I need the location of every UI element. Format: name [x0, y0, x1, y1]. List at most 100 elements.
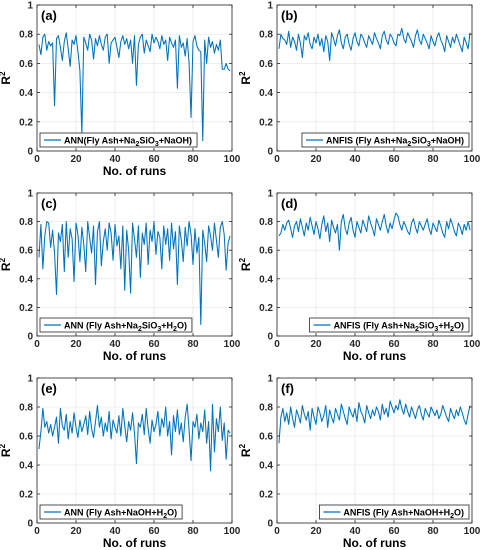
legend: ANN(Fly Ash+Na2SiO3+NaOH)	[39, 132, 198, 149]
x-tick-label: 0	[34, 339, 40, 350]
plot-area	[277, 5, 472, 151]
y-tick-label: 0.4	[259, 461, 273, 472]
y-tick-label: 0.6	[19, 432, 33, 443]
y-tick-label: 0.2	[259, 117, 273, 128]
y-tick-label: 0.8	[259, 30, 273, 41]
panel-a: 0 20 40 60 80 100 0 0.2 0.4 0.6 0.8 1 (a) R2 No. of ru…	[0, 1, 241, 179]
y-tick-label: 0.4	[259, 88, 273, 99]
legend-box	[309, 317, 470, 333]
x-tick-label: 80	[427, 339, 439, 350]
y-tick-label: 1	[267, 1, 273, 12]
y-axis-label: R2	[0, 443, 13, 457]
x-tick-label: 40	[109, 154, 121, 165]
panel-e: 0 20 40 60 80 100 0 0.2 0.4 0.6 0.8 1 (e) R2 No. of ru…	[0, 374, 241, 550]
x-tick-label: 40	[349, 526, 361, 537]
y-tick-label: 0	[27, 147, 33, 158]
legend: ANN (Fly Ash+Na2SiO3+H2O)	[39, 317, 193, 334]
x-tick-label: 0	[34, 154, 40, 165]
y-tick-label: 0.2	[259, 303, 273, 314]
legend-label: ANFIS (Fly Ash+NaOH+H2O)	[343, 508, 464, 521]
y-tick-label: 1	[27, 374, 33, 385]
y-tick-label: 0.6	[19, 59, 33, 70]
y-tick-label: 0.4	[19, 88, 33, 99]
y-axis-label: R2	[238, 257, 253, 271]
x-tick-label: 40	[109, 339, 121, 350]
x-tick-label: 60	[388, 154, 400, 165]
series-line	[38, 221, 231, 326]
axes-box	[276, 4, 473, 152]
x-axis-label: No. of runs	[343, 536, 407, 550]
y-tick-label: 0.4	[19, 461, 33, 472]
x-axis-label: No. of runs	[343, 349, 407, 363]
x-tick-label: 0	[34, 526, 40, 537]
plot-area	[277, 193, 472, 336]
panel-label: (c)	[41, 196, 57, 211]
legend-label: ANN (Fly Ash+Na2SiO3+H2O)	[64, 321, 187, 334]
y-tick-label: 0.4	[19, 274, 33, 285]
legend-box	[301, 132, 470, 148]
panel-c: 0 20 40 60 80 100 0 0.2 0.4 0.6 0.8 1 (c) R2 No. of ru…	[0, 189, 241, 364]
y-tick-label: 0.2	[19, 490, 33, 501]
panel-label: (a)	[41, 8, 57, 23]
x-tick-label: 60	[148, 339, 160, 350]
x-tick-label: 80	[427, 526, 439, 537]
x-tick-label: 20	[70, 339, 82, 350]
panel-label: (b)	[281, 8, 298, 23]
x-tick-label: 20	[70, 526, 82, 537]
x-tick-label: 0	[274, 526, 280, 537]
y-tick-label: 1	[27, 189, 33, 200]
x-tick-label: 100	[224, 339, 241, 350]
axes-box	[276, 192, 473, 337]
x-tick-label: 20	[70, 154, 82, 165]
x-tick-label: 20	[310, 154, 322, 165]
x-axis-label: No. of runs	[103, 349, 167, 363]
y-tick-label: 0.6	[259, 432, 273, 443]
y-tick-label: 0.2	[19, 117, 33, 128]
x-axis-label: No. of runs	[103, 164, 167, 178]
x-tick-label: 60	[148, 154, 160, 165]
axes-box	[36, 4, 233, 152]
legend-box	[319, 504, 470, 520]
panel-f: 0 20 40 60 80 100 0 0.2 0.4 0.6 0.8 1 (f) R2 No. of ru…	[238, 374, 481, 550]
panel-b: 0 20 40 60 80 100 0 0.2 0.4 0.6 0.8 1 (b) R2 ANFIS (Fl…	[238, 1, 481, 166]
y-tick-label: 0.4	[259, 274, 273, 285]
x-tick-label: 20	[310, 339, 322, 350]
x-tick-label: 80	[187, 526, 199, 537]
panel-d: 0 20 40 60 80 100 0 0.2 0.4 0.6 0.8 1 (d) R2 No. of ru…	[238, 189, 481, 364]
y-tick-label: 0	[27, 332, 33, 343]
y-tick-label: 0.6	[19, 246, 33, 257]
plot-area	[37, 5, 232, 151]
x-tick-label: 20	[310, 526, 322, 537]
y-tick-label: 1	[267, 189, 273, 200]
x-tick-label: 80	[187, 154, 199, 165]
series-line	[278, 27, 471, 62]
axes-box	[276, 377, 473, 524]
x-tick-label: 100	[224, 154, 241, 165]
series-line	[38, 32, 231, 142]
y-tick-label: 0.6	[259, 59, 273, 70]
legend-box	[39, 132, 198, 148]
legend: ANFIS (Fly Ash+Na2SiO3+NaOH)	[301, 132, 470, 149]
y-tick-label: 0.6	[259, 246, 273, 257]
y-tick-label: 1	[27, 1, 33, 12]
legend-label: ANN(Fly Ash+Na2SiO3+NaOH)	[64, 136, 192, 149]
x-axis-label: No. of runs	[103, 536, 167, 550]
y-axis-label: R2	[238, 443, 253, 457]
x-tick-label: 60	[388, 339, 400, 350]
x-tick-label: 40	[349, 339, 361, 350]
x-tick-label: 40	[349, 154, 361, 165]
legend: ANFIS (Fly Ash+NaOH+H2O)	[319, 504, 470, 521]
axes-box	[36, 377, 233, 524]
y-tick-label: 0	[267, 147, 273, 158]
x-tick-label: 100	[464, 154, 481, 165]
legend-label: ANFIS (Fly Ash+Na2SiO3+NaOH)	[326, 136, 464, 149]
legend-box	[39, 504, 183, 520]
series-line	[278, 212, 471, 251]
legend: ANFIS (Fly Ash+Na2SiO3+H2O)	[309, 317, 470, 333]
x-tick-label: 80	[187, 339, 199, 350]
y-tick-label: 0.8	[19, 403, 33, 414]
y-tick-label: 0.8	[259, 217, 273, 228]
y-tick-label: 0.8	[19, 217, 33, 228]
x-tick-label: 40	[109, 526, 121, 537]
legend: ANN (Fly Ash+NaOH+H2O)	[39, 504, 183, 520]
